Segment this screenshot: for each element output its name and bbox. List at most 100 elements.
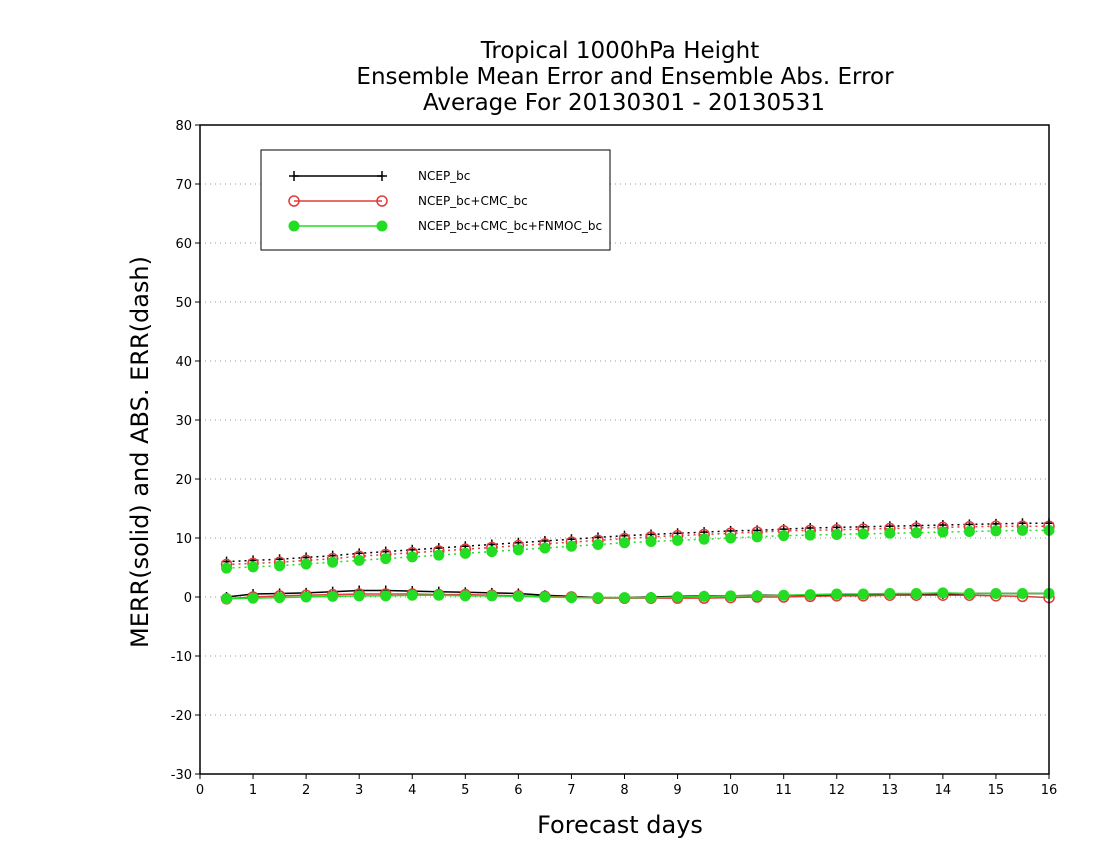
merr-point [884, 587, 896, 599]
y-tick-label: 40 [175, 355, 192, 370]
abs-err-point [274, 560, 286, 572]
y-tick-label: 10 [175, 532, 192, 547]
merr-point [380, 590, 392, 602]
x-tick-label: 13 [882, 783, 899, 798]
merr-point [300, 591, 312, 603]
abs-err-point [910, 527, 922, 539]
x-tick-label: 5 [461, 783, 469, 798]
abs-err-point [831, 528, 843, 540]
x-tick-label: 11 [775, 783, 792, 798]
legend-marker [376, 220, 388, 232]
abs-err-point [459, 547, 471, 559]
abs-err-point [619, 537, 630, 549]
abs-err-line [226, 525, 1049, 566]
merr-point [751, 590, 763, 602]
x-tick-label: 1 [249, 783, 257, 798]
merr-point [247, 592, 259, 604]
merr-point [937, 587, 949, 599]
legend-marker [376, 195, 388, 207]
y-axis-label: MERR(solid) and ABS. ERR(dash) [126, 256, 154, 648]
merr-point [672, 591, 684, 603]
merr-point [831, 588, 843, 600]
abs-err-point [804, 529, 816, 541]
legend-item: NCEP_bc [289, 169, 470, 183]
abs-err-point [539, 542, 551, 554]
merr-point [990, 587, 1002, 599]
x-tick-label: 8 [620, 783, 628, 798]
legend: NCEP_bc NCEP_bc+CMC_bc NCEP_bc+CMC_bc+FNMO… [260, 149, 611, 251]
y-tick-label: 80 [175, 119, 192, 134]
y-tick-label: 50 [175, 296, 192, 311]
legend-marker [288, 195, 300, 207]
merr-point [1016, 587, 1028, 599]
chart-title: Tropical 1000hPa Height Ensemble Mean Er… [356, 38, 894, 116]
merr-point [619, 592, 630, 604]
y-tick-label: -10 [171, 650, 192, 665]
abs-err-point [1016, 524, 1028, 536]
legend-marker [288, 220, 300, 232]
merr-point [406, 589, 418, 601]
merr-point [221, 593, 233, 605]
abs-err-point [751, 531, 763, 543]
abs-err-point [937, 526, 949, 538]
merr-point [459, 590, 471, 602]
y-axis-ticks: 80 70 60 50 40 30 20 10 0 -10 -20 -30 [171, 119, 200, 783]
abs-err-point [512, 544, 524, 556]
y-tick-label: 60 [175, 237, 192, 252]
abs-err-point [300, 558, 312, 570]
merr-point [910, 587, 922, 599]
gridlines [200, 183, 1049, 716]
y-tick-label: 70 [175, 178, 192, 193]
x-tick-label: 6 [514, 783, 522, 798]
legend-label: NCEP_bc [418, 169, 470, 183]
x-tick-label: 3 [355, 783, 363, 798]
abs-err-point [672, 534, 684, 546]
merr-point [698, 590, 710, 602]
abs-err-point [247, 561, 259, 573]
merr-point [274, 592, 286, 604]
title-line-2: Ensemble Mean Error and Ensemble Abs. Er… [356, 64, 894, 90]
x-axis-ticks: 0 1 2 3 4 5 6 7 8 9 10 11 12 13 14 15 16 [196, 774, 1057, 798]
x-tick-label: 16 [1041, 783, 1058, 798]
abs-err-point [486, 546, 498, 558]
abs-err-point [884, 527, 896, 539]
x-tick-label: 15 [988, 783, 1005, 798]
y-tick-label: -20 [171, 709, 192, 724]
x-tick-label: 0 [196, 783, 204, 798]
merr-point [327, 590, 339, 602]
merr-point [804, 589, 816, 601]
merr-point [486, 590, 498, 602]
abs-err-point [327, 556, 339, 568]
abs-err-point [221, 562, 233, 574]
legend-label: NCEP_bc+CMC_bc [418, 194, 528, 208]
x-tick-label: 4 [408, 783, 416, 798]
title-line-1: Tropical 1000hPa Height [480, 38, 760, 64]
merr-point [857, 588, 869, 600]
abs-err-point [433, 549, 445, 561]
x-tick-label: 9 [673, 783, 681, 798]
legend-marker [377, 171, 387, 181]
merr-point [645, 592, 657, 604]
y-tick-label: -30 [171, 768, 192, 783]
merr-point [725, 590, 737, 602]
legend-item: NCEP_bc+CMC_bc+FNMOC_bc [288, 219, 602, 233]
y-tick-label: 30 [175, 414, 192, 429]
abs-err-point [592, 538, 604, 550]
y-tick-label: 0 [184, 591, 192, 606]
abs-err-point [778, 530, 790, 542]
title-line-3: Average For 20130301 - 20130531 [423, 90, 825, 116]
merr-point [353, 590, 365, 602]
legend-item: NCEP_bc+CMC_bc [288, 194, 528, 208]
abs-err-point [698, 533, 710, 545]
plot-frame [199, 124, 1050, 775]
merr-point [778, 589, 790, 601]
series-NCEP_bc [221, 518, 1054, 603]
x-tick-label: 14 [935, 783, 952, 798]
abs-err-line [226, 529, 1049, 569]
x-tick-label: 2 [302, 783, 310, 798]
x-axis-label: Forecast days [537, 811, 703, 839]
merr-point [433, 589, 445, 601]
x-tick-label: 10 [722, 783, 739, 798]
x-tick-label: 7 [567, 783, 575, 798]
merr-point [539, 591, 551, 603]
